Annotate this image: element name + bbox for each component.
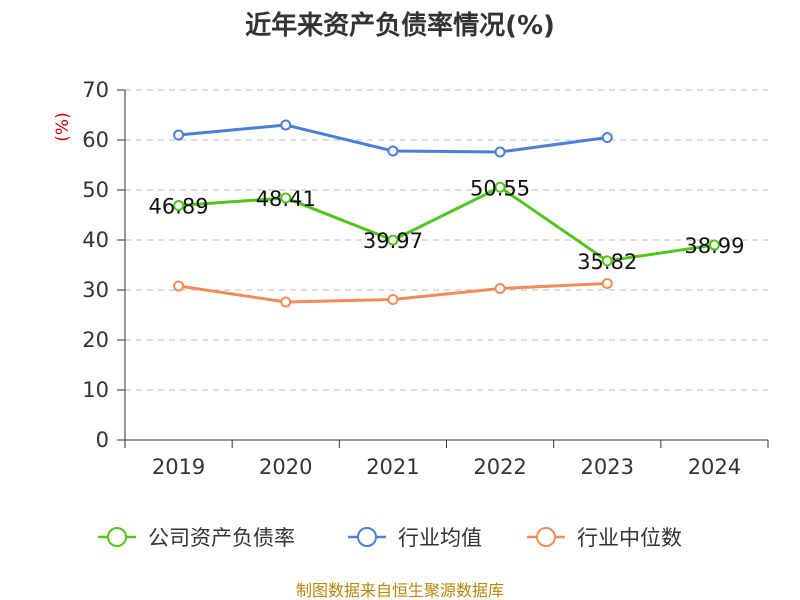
- chart-title: 近年来资产负债率情况(%): [245, 10, 555, 41]
- data-point: [708, 239, 720, 251]
- legend-label: 公司资产负债率: [148, 526, 295, 550]
- data-point: [173, 280, 185, 292]
- legend-marker: [536, 527, 556, 547]
- x-tick-label: 2021: [366, 455, 419, 479]
- legend-label: 行业均值: [398, 526, 482, 550]
- x-tick-label: 2019: [152, 455, 205, 479]
- x-tick-label: 2022: [473, 455, 526, 479]
- axes: 0 10 20 30 40 50 60 70 2019 2020 2021 2022 2023 2024: [82, 78, 769, 479]
- series-layer: [173, 119, 720, 308]
- y-tick-label: 30: [82, 278, 109, 302]
- data-label: 46.89: [149, 195, 209, 219]
- legend: 公司资产负债率 行业均值 行业中位数: [98, 526, 682, 550]
- data-point: [280, 192, 292, 204]
- data-point: [173, 200, 185, 212]
- data-point: [280, 119, 292, 131]
- gridlines: [125, 89, 768, 391]
- data-labels: 46.89 48.41 39.97 50.55 35.82 38.99: [149, 176, 745, 274]
- data-point: [387, 294, 399, 305]
- y-tick-label: 20: [82, 328, 109, 352]
- legend-marker: [357, 527, 377, 547]
- y-tick-label: 60: [82, 128, 109, 152]
- data-label: 50.55: [470, 176, 530, 200]
- legend-marker: [107, 527, 127, 547]
- y-axis-label: (%): [53, 112, 73, 141]
- data-point: [494, 146, 506, 158]
- y-tick-label: 10: [82, 378, 109, 402]
- data-point: [494, 181, 506, 193]
- data-point: [387, 145, 399, 157]
- data-point: [601, 132, 613, 143]
- data-label: 48.41: [256, 187, 316, 211]
- data-point: [387, 234, 399, 246]
- y-tick-label: 0: [96, 428, 109, 452]
- data-point: [173, 129, 185, 141]
- x-tick-label: 2023: [581, 455, 634, 479]
- data-point: [494, 283, 506, 294]
- legend-label: 行业中位数: [577, 526, 682, 550]
- data-point: [601, 255, 613, 267]
- x-tick-label: 2024: [688, 455, 741, 479]
- source-note: 制图数据来自恒生聚源数据库: [296, 581, 504, 600]
- data-point: [280, 296, 292, 308]
- y-tick-label: 50: [82, 178, 109, 202]
- data-point: [601, 278, 613, 289]
- series-line: [178, 185, 715, 263]
- data-label: 39.97: [363, 229, 423, 253]
- data-label: 35.82: [577, 250, 637, 274]
- y-tick-label: 70: [82, 78, 109, 102]
- data-label: 38.99: [684, 234, 744, 258]
- x-tick-label: 2020: [259, 455, 312, 479]
- y-tick-label: 40: [82, 228, 109, 252]
